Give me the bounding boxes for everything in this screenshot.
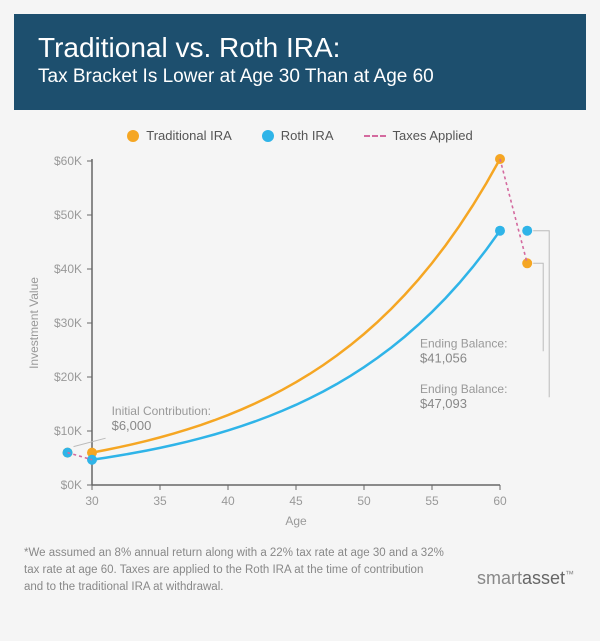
footnote-area: *We assumed an 8% annual return along wi…	[14, 531, 586, 595]
legend: Traditional IRA Roth IRA Taxes Applied	[14, 110, 586, 151]
svg-text:Ending Balance:: Ending Balance:	[420, 382, 507, 396]
legend-swatch	[127, 130, 139, 142]
svg-text:Investment Value: Investment Value	[27, 277, 41, 369]
svg-text:30: 30	[85, 494, 99, 508]
svg-text:$10K: $10K	[54, 424, 82, 438]
legend-item-traditional: Traditional IRA	[127, 128, 232, 143]
svg-text:35: 35	[153, 494, 167, 508]
svg-text:50: 50	[357, 494, 371, 508]
legend-item-taxes: Taxes Applied	[364, 128, 473, 143]
svg-text:$0K: $0K	[61, 478, 82, 492]
svg-text:Ending Balance:: Ending Balance:	[420, 336, 507, 350]
chart-header: Traditional vs. Roth IRA: Tax Bracket Is…	[14, 14, 586, 110]
svg-text:$40K: $40K	[54, 262, 82, 276]
legend-label: Taxes Applied	[393, 128, 473, 143]
svg-text:$6,000: $6,000	[112, 418, 152, 433]
svg-text:$41,056: $41,056	[420, 350, 467, 365]
svg-text:$20K: $20K	[54, 370, 82, 384]
svg-text:Initial Contribution:: Initial Contribution:	[112, 404, 211, 418]
chart-title: Traditional vs. Roth IRA:	[38, 32, 562, 64]
chart: $0K $10K $20K $30K $40K $50K $60K 30 35 40 45 50 55 6…	[20, 151, 580, 531]
svg-text:60: 60	[493, 494, 507, 508]
brand-logo: smartasset™	[477, 565, 574, 591]
footnote-text: *We assumed an 8% annual return along wi…	[24, 545, 444, 595]
svg-text:45: 45	[289, 494, 303, 508]
svg-text:55: 55	[425, 494, 439, 508]
svg-text:$60K: $60K	[54, 154, 82, 168]
svg-text:$50K: $50K	[54, 208, 82, 222]
legend-label: Traditional IRA	[146, 128, 232, 143]
legend-label: Roth IRA	[281, 128, 334, 143]
svg-text:$30K: $30K	[54, 316, 82, 330]
svg-text:40: 40	[221, 494, 235, 508]
svg-text:Age: Age	[285, 514, 307, 528]
svg-text:$47,093: $47,093	[420, 396, 467, 411]
legend-item-roth: Roth IRA	[262, 128, 334, 143]
legend-swatch	[364, 135, 386, 137]
chart-subtitle: Tax Bracket Is Lower at Age 30 Than at A…	[38, 66, 562, 88]
legend-swatch	[262, 130, 274, 142]
chart-svg: $0K $10K $20K $30K $40K $50K $60K 30 35 40 45 50 55 6…	[20, 151, 580, 531]
